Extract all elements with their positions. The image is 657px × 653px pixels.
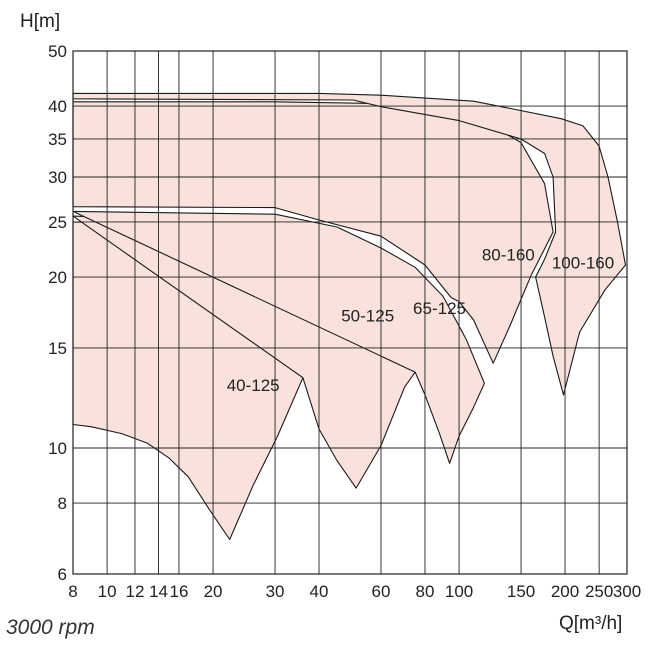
label-80-160: 80-160	[482, 245, 535, 264]
x-tick-20: 20	[204, 582, 223, 601]
y-tick-15: 15	[48, 339, 67, 358]
y-axis-title: H[m]	[20, 11, 60, 32]
plot-border	[72, 50, 628, 575]
x-tick-16: 16	[169, 582, 188, 601]
y-tick-8: 8	[58, 494, 67, 513]
y-tick-25: 25	[48, 213, 67, 232]
x-tick-250: 250	[585, 582, 613, 601]
pump-regions	[72, 92, 627, 541]
region-100-160	[72, 92, 627, 396]
x-tick-300: 300	[613, 582, 641, 601]
x-tick-8: 8	[68, 582, 77, 601]
label-40-125: 40-125	[227, 376, 280, 395]
y-tick-30: 30	[48, 168, 67, 187]
y-tick-6: 6	[58, 565, 67, 584]
region-labels: 40-125 50-125 65-125 80-160 100-160	[227, 245, 615, 395]
x-tick-14: 14	[149, 582, 168, 601]
y-tick-40: 40	[48, 97, 67, 116]
x-axis-title: Q[m³/h]	[559, 613, 622, 634]
x-tick-200: 200	[551, 582, 579, 601]
y-tick-10: 10	[48, 439, 67, 458]
label-50-125: 50-125	[341, 306, 394, 325]
x-tick-40: 40	[310, 582, 329, 601]
x-tick-150: 150	[507, 582, 535, 601]
x-tick-10: 10	[98, 582, 117, 601]
y-tick-20: 20	[48, 268, 67, 287]
x-tick-100: 100	[445, 582, 473, 601]
x-tick-60: 60	[372, 582, 391, 601]
label-100-160: 100-160	[552, 254, 614, 273]
y-tick-35: 35	[48, 130, 67, 149]
x-tick-80: 80	[416, 582, 435, 601]
x-tick-30: 30	[266, 582, 285, 601]
label-65-125: 65-125	[413, 299, 466, 318]
tick-labels: 8 10 12 14 16 20 30 40 60 80 100 150 200 250 300681015…	[48, 42, 641, 601]
y-tick-50: 50	[48, 42, 67, 61]
speed-note: 3000 rpm	[6, 616, 95, 639]
x-tick-12: 12	[126, 582, 145, 601]
region-65-125	[72, 210, 485, 464]
plot-frame	[72, 50, 628, 575]
